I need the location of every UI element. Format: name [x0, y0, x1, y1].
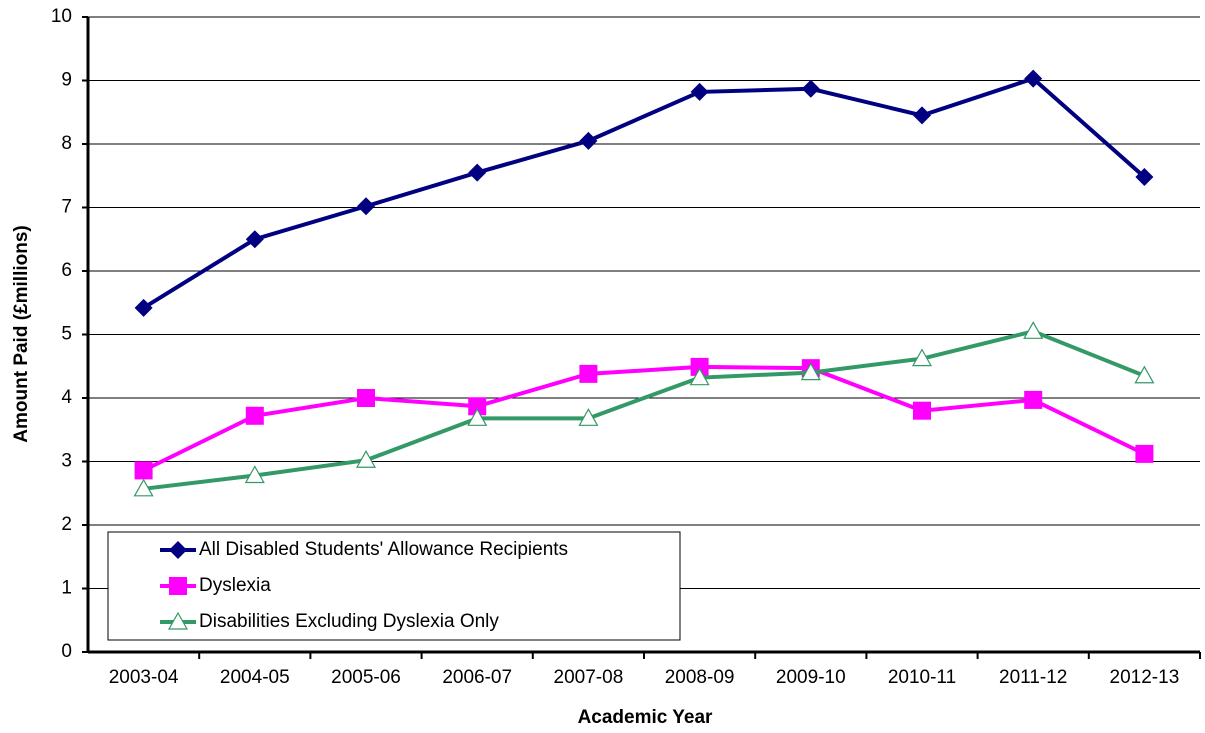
data-point [355, 450, 377, 468]
data-point [690, 82, 709, 101]
y-tick-label: 9 [61, 70, 72, 91]
y-tick-label: 0 [61, 641, 72, 662]
data-point [468, 397, 487, 416]
x-tick-label: 2012-13 [1110, 667, 1180, 688]
x-axis-title: Academic Year [578, 707, 713, 728]
series-line [143, 329, 1146, 491]
y-tick-label: 6 [61, 260, 72, 281]
x-tick-label: 2007-08 [554, 667, 624, 688]
x-tick-label: 2004-05 [220, 667, 290, 688]
data-point [1135, 444, 1154, 463]
data-point [578, 408, 599, 426]
data-point [800, 362, 821, 381]
y-tick-label: 5 [61, 324, 72, 345]
y-tick-label: 1 [61, 578, 72, 599]
data-point [1135, 168, 1154, 187]
data-point [468, 163, 487, 182]
data-point [1023, 321, 1044, 339]
y-tick-label: 7 [61, 197, 72, 218]
y-tick-label: 2 [61, 514, 72, 535]
data-point [579, 131, 598, 150]
legend-label: Dyslexia [199, 575, 271, 596]
data-point [245, 406, 264, 425]
legend: All Disabled Students' Allowance Recipie… [107, 531, 681, 641]
data-point [801, 79, 820, 98]
data-point [467, 408, 488, 426]
x-tick-label: 2011-12 [999, 667, 1067, 688]
x-tick-label: 2003-04 [109, 667, 179, 688]
y-axis-title: Amount Paid (£millions) [11, 225, 32, 442]
data-point [244, 465, 265, 484]
data-point [579, 364, 598, 383]
data-point [357, 197, 375, 216]
x-tick-label: 2010-11 [888, 667, 956, 688]
data-point [1134, 365, 1155, 384]
legend-marker [169, 541, 187, 559]
data-point [1024, 390, 1043, 409]
legend-marker [169, 577, 187, 595]
legend-marker [167, 611, 189, 630]
series-line [142, 364, 1146, 473]
x-tick-label: 2006-07 [442, 667, 512, 688]
series-line [142, 76, 1146, 310]
x-tick-label: 2005-06 [331, 667, 401, 688]
x-tick-label: 2009-10 [776, 667, 846, 688]
legend-box [107, 531, 681, 641]
data-point [689, 367, 710, 386]
y-tick-label: 8 [61, 133, 72, 154]
legend-label: All Disabled Students' Allowance Recipie… [199, 539, 568, 560]
data-point [133, 478, 154, 497]
legend-label: Disabilities Excluding Dyslexia Only [199, 611, 499, 632]
y-tick-label: 4 [61, 387, 72, 408]
data-point [913, 106, 931, 125]
x-tick-label: 2008-09 [665, 667, 735, 688]
data-point [913, 401, 931, 420]
data-point [690, 357, 709, 376]
data-point [134, 298, 153, 317]
y-tick-label: 3 [61, 451, 72, 472]
data-point [911, 348, 933, 367]
y-tick-label: 10 [51, 6, 72, 27]
data-point [1024, 69, 1043, 88]
data-point [245, 230, 264, 249]
data-point [357, 389, 375, 407]
data-point [134, 461, 153, 480]
